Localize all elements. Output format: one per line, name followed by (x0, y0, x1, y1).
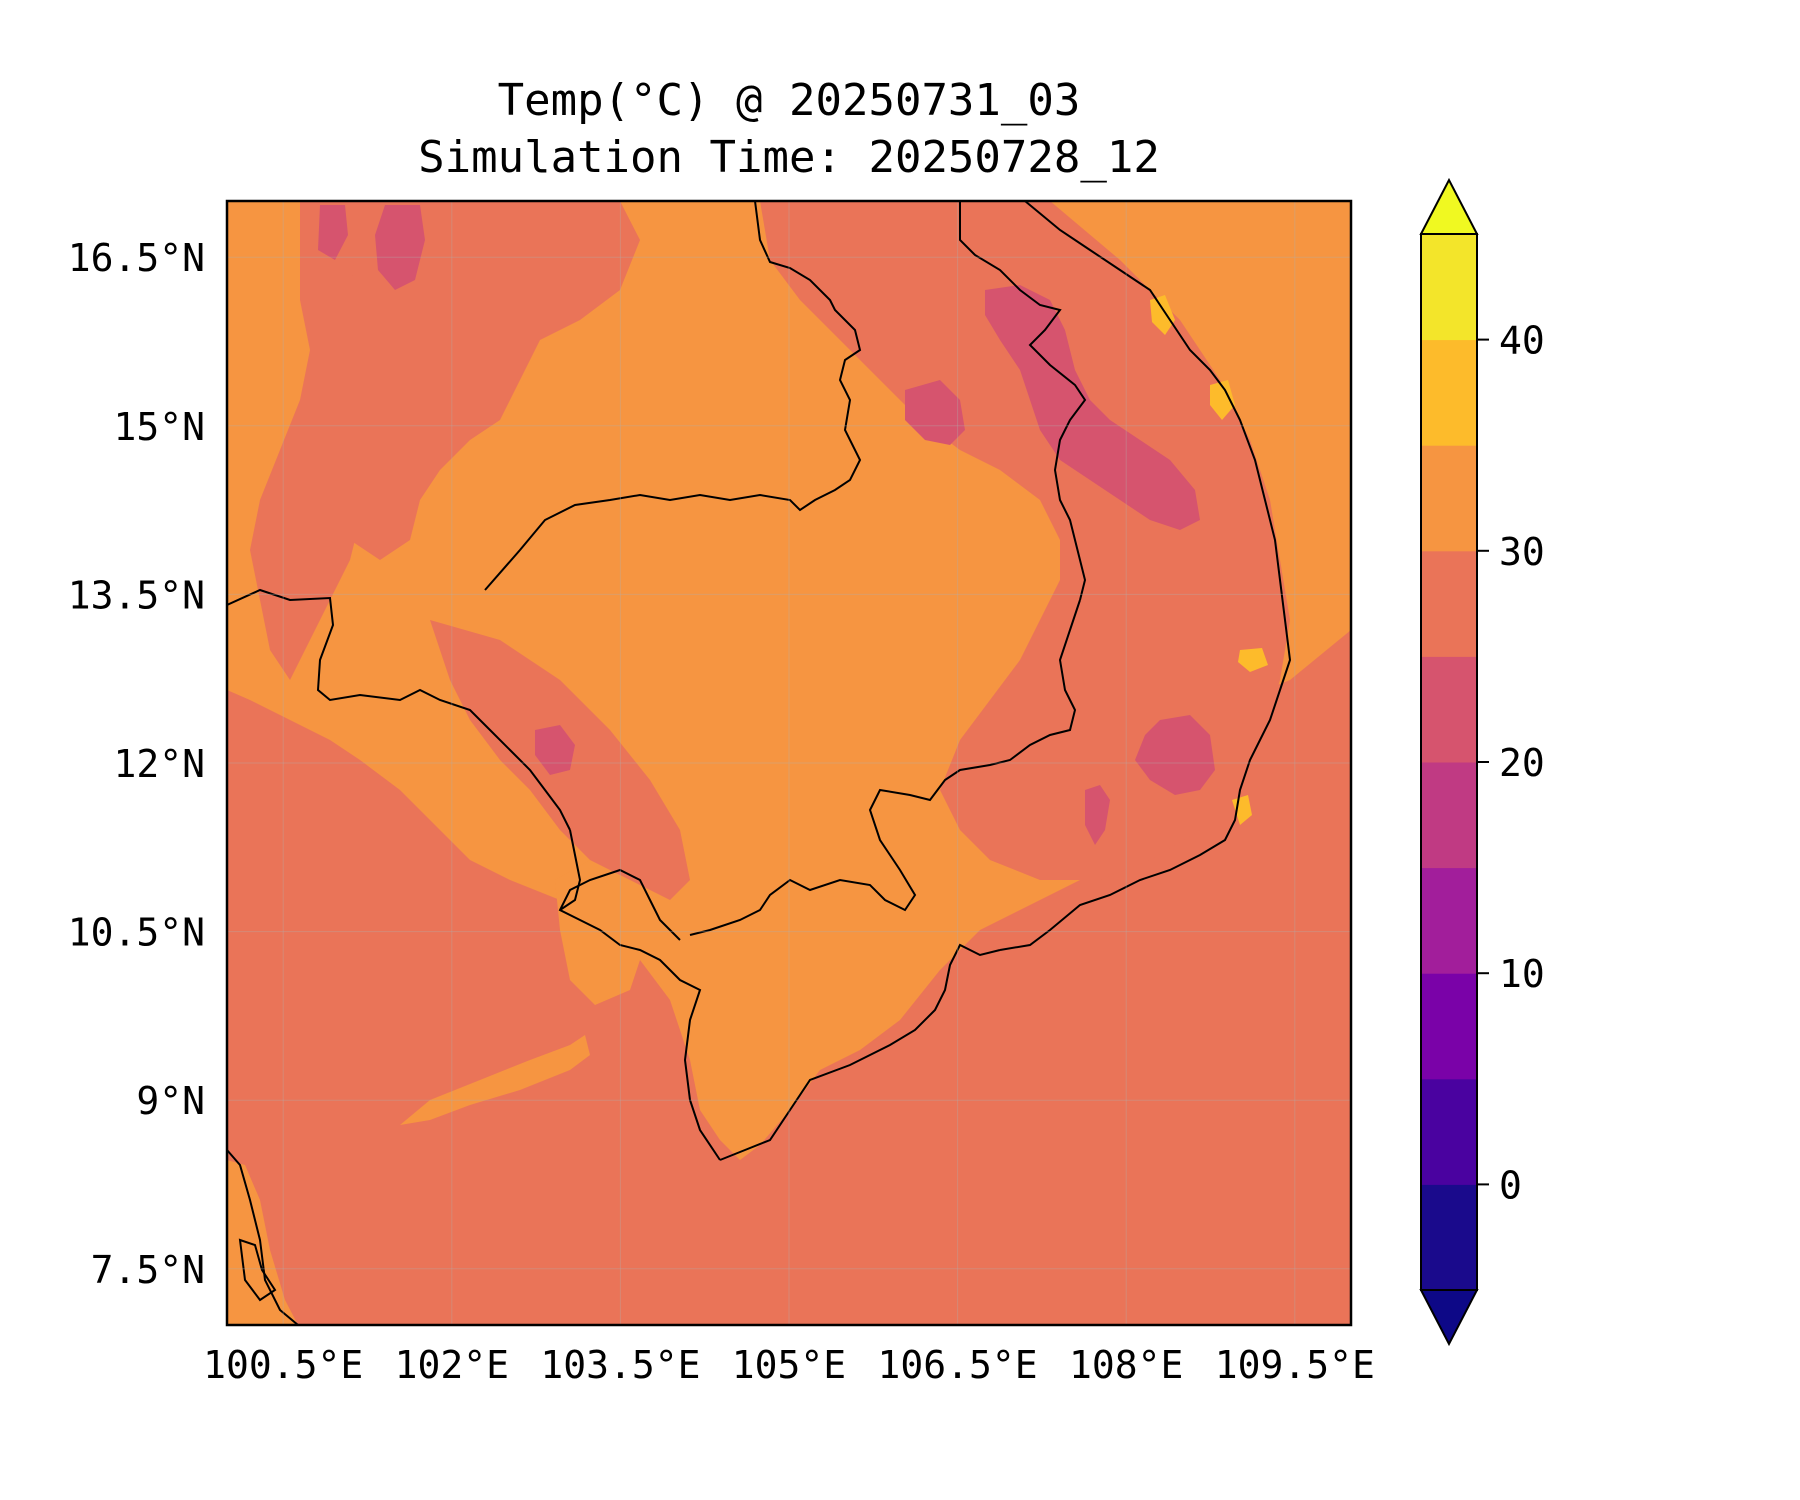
cool-patch-cardamom (535, 725, 575, 775)
coast-vietnam-east (999, 201, 1292, 951)
colorbar-bin (1421, 339, 1477, 446)
colorbar-bin (1421, 1078, 1477, 1185)
colorbar-bin (1421, 445, 1477, 552)
lon-tick-label: 103.5°E (540, 1343, 700, 1387)
lat-tick-label: 7.5°N (91, 1248, 205, 1292)
border-cambodia-vietnam (689, 599, 1081, 936)
coast-mekong-delta (719, 943, 1001, 1161)
coastlines-borders (227, 201, 1292, 1325)
highland-laos-vietnam (760, 201, 1290, 880)
gulf-warm-tongue (400, 1035, 590, 1125)
cool-patch-north-1 (375, 205, 425, 290)
peninsula-lowland (227, 1160, 298, 1325)
border-cambodia-north (484, 201, 862, 591)
coast-thailand-gulf (559, 829, 582, 911)
lon-tick-label: 109.5°E (1215, 1343, 1375, 1387)
cool-patch-annamite-2 (905, 380, 965, 445)
colorbar: 0 10 20 30 40 (1419, 177, 1545, 1347)
colorbar-bin (1421, 762, 1477, 869)
hot-patch-coast-3 (1238, 648, 1268, 672)
lat-tick-label: 10.5°N (68, 911, 205, 955)
colorbar-tick-label: 40 (1499, 319, 1545, 363)
lat-tick-label: 12°N (113, 742, 205, 786)
colorbar-under-arrow (1419, 1289, 1479, 1347)
coast-peninsula-island (238, 1238, 277, 1302)
cool-patch-north-2 (318, 205, 348, 260)
title-line-1: Temp(°C) @ 20250731_03 (498, 75, 1081, 126)
cool-patch-central-highlands (1135, 715, 1215, 795)
highland-north-thailand (340, 201, 640, 560)
coast-peninsula-west (227, 1149, 299, 1325)
lat-tick-labels: 16.5°N 15°N 13.5°N 12°N 10.5°N 9°N 7.5°N (68, 236, 205, 1292)
lat-tick-label: 9°N (136, 1079, 205, 1123)
border-laos-vietnam (959, 201, 1087, 601)
hot-patch-coast-1 (1150, 295, 1175, 335)
colorbar-over-arrow (1419, 177, 1479, 235)
colorbar-bin (1421, 1184, 1477, 1291)
lon-tick-label: 106.5°E (878, 1343, 1038, 1387)
hot-patch-coast-2 (1210, 380, 1235, 420)
colorbar-tick-label: 10 (1499, 952, 1545, 996)
colorbar-tick-label: 0 (1499, 1163, 1522, 1207)
colorbar-bin (1421, 973, 1477, 1080)
colorbar-bin (1421, 234, 1477, 341)
lon-tick-label: 108°E (1069, 1343, 1183, 1387)
gridlines (227, 201, 1351, 1325)
lat-tick-label: 13.5°N (68, 573, 205, 617)
colorbar-tick-label: 20 (1499, 741, 1545, 785)
lat-tick-label: 15°N (113, 405, 205, 449)
lon-tick-label: 105°E (732, 1343, 846, 1387)
colorbar-bin (1421, 656, 1477, 763)
cool-patch-east-1 (1085, 785, 1110, 845)
lat-tick-label: 16.5°N (68, 236, 205, 280)
map-frame (225, 199, 1353, 1327)
lon-tick-labels: 100.5°E 102°E 103.5°E 105°E 106.5°E 108°E 109.… (203, 1343, 1375, 1387)
lon-tick-label: 100.5°E (203, 1343, 363, 1387)
colorbar-bin (1421, 867, 1477, 974)
colorbar-bin (1421, 550, 1477, 657)
title-line-2: Simulation Time: 20250728_12 (418, 132, 1160, 183)
border-thailand-cambodia (227, 588, 571, 831)
cool-patch-annamite-1 (985, 285, 1200, 530)
coast-cambodia-gulf (558, 868, 721, 1161)
map-panel (227, 201, 1351, 1325)
lon-tick-label: 102°E (395, 1343, 509, 1387)
colorbar-tick-label: 30 (1499, 530, 1545, 574)
